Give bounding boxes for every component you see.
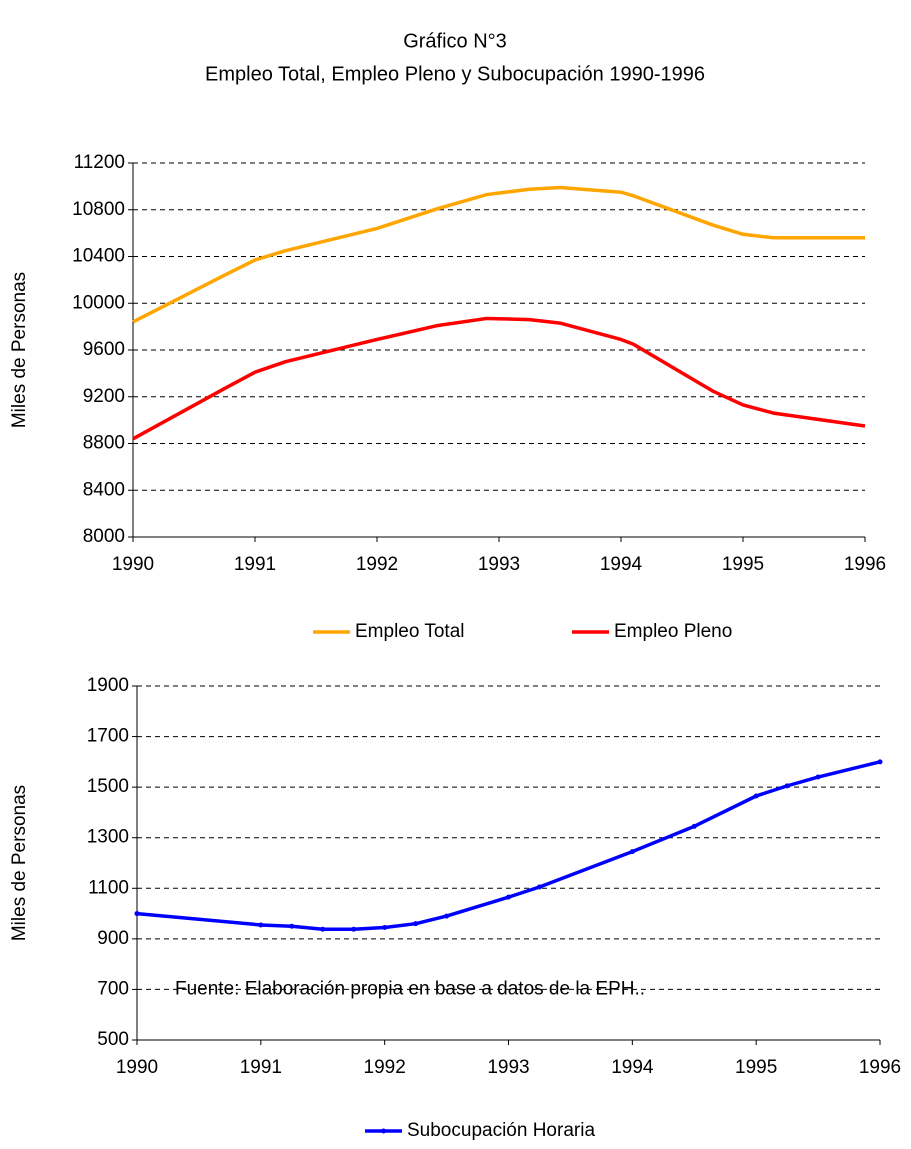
y-tick-label: 1300 — [87, 827, 129, 848]
y-tick-label: 1100 — [88, 877, 129, 898]
x-tick-label: 1993 — [478, 554, 520, 575]
x-tick-label: 1996 — [859, 1057, 901, 1078]
y-tick-label: 9600 — [83, 339, 125, 360]
y-axis-label: Miles de Personas — [9, 785, 30, 941]
x-tick-label: 1990 — [112, 554, 154, 575]
y-tick-label: 10000 — [72, 292, 125, 313]
y-tick-label: 8000 — [83, 526, 125, 547]
y-tick-label: 1500 — [87, 776, 129, 797]
x-tick-label: 1992 — [356, 554, 398, 575]
point — [784, 783, 790, 789]
line-series — [132, 316, 866, 441]
point — [506, 894, 511, 900]
x-tick-label: 1995 — [722, 554, 764, 575]
point — [289, 923, 295, 929]
y-tick-label: 8800 — [83, 433, 125, 454]
x-tick-label: 1991 — [234, 554, 276, 575]
y-tick-label: 11200 — [74, 152, 125, 173]
point — [444, 913, 450, 919]
y-tick-label: 10400 — [72, 246, 125, 267]
point — [815, 774, 821, 780]
point — [691, 823, 697, 829]
y-tick-label: 500 — [97, 1029, 129, 1050]
x-tick-label: 1994 — [611, 1057, 654, 1078]
annotation: Fuente: Elaboración propia en base a dat… — [175, 978, 645, 999]
x-tick-label: 1996 — [844, 554, 886, 575]
x-tick-label: 1991 — [240, 1057, 282, 1078]
chart-subtitle: Empleo Total, Empleo Pleno y Subocupació… — [205, 63, 705, 85]
legend-label: Empleo Total — [355, 621, 465, 642]
point — [258, 922, 264, 928]
point — [351, 926, 357, 932]
point — [877, 759, 883, 765]
x-tick-label: 1994 — [600, 554, 643, 575]
y-tick-label: 9200 — [83, 386, 125, 407]
point — [382, 924, 388, 930]
y-tick-label: 10800 — [72, 199, 125, 220]
chart-title: Gráfico N°3 — [403, 30, 507, 52]
y-tick-label: 8400 — [83, 479, 125, 500]
y-tick-label: 900 — [97, 928, 129, 949]
point — [536, 884, 542, 890]
y-tick-label: 700 — [97, 978, 129, 999]
x-tick-label: 1990 — [116, 1057, 158, 1078]
point — [320, 926, 326, 932]
line-series — [136, 760, 881, 931]
y-tick-label: 1700 — [87, 726, 129, 747]
point — [629, 849, 635, 855]
x-tick-label: 1995 — [735, 1057, 777, 1078]
legend-label: Empleo Pleno — [614, 621, 732, 642]
point — [134, 911, 140, 917]
line-series — [132, 185, 865, 324]
legend-label: Subocupación Horaria — [407, 1120, 595, 1141]
x-tick-label: 1993 — [487, 1057, 529, 1078]
legend-marker — [381, 1128, 386, 1134]
y-tick-label: 1900 — [87, 675, 129, 696]
y-axis-label: Miles de Personas — [9, 272, 30, 428]
point — [413, 921, 419, 927]
point — [753, 793, 759, 799]
x-tick-label: 1992 — [364, 1057, 406, 1078]
